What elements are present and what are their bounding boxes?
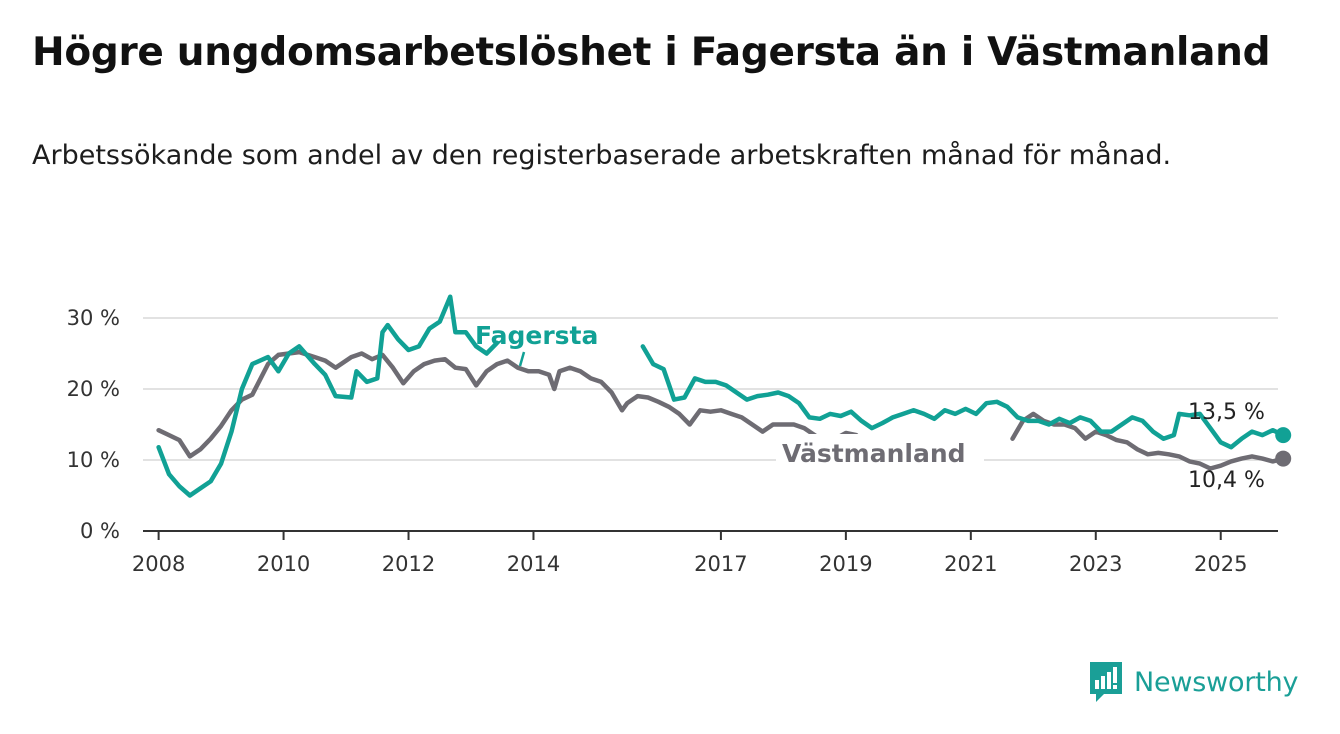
series-label-vastmanland-background: [776, 434, 984, 470]
y-axis-tick-labels: 0 % 10 % 20 % 30 %: [67, 306, 120, 543]
y-tick-label: 20 %: [67, 377, 120, 401]
y-tick-label: 0 %: [80, 519, 120, 543]
y-tick-label: 30 %: [67, 306, 120, 330]
y-tick-label: 10 %: [67, 448, 120, 472]
end-point-västmanland: [1275, 450, 1292, 467]
end-point-fagersta: [1275, 427, 1292, 444]
x-tick-label: 2025: [1194, 552, 1247, 576]
series-line-fagersta: [156, 294, 1286, 498]
x-tick-label: 2023: [1069, 552, 1122, 576]
series-line-västmanland: [156, 349, 1286, 471]
chart-title: Högre ungdomsarbetslöshet i Fagersta än …: [32, 30, 1271, 75]
end-value-label-vastmanland: 10,4 %: [1188, 468, 1265, 493]
x-tick-label: 2017: [694, 552, 747, 576]
series-lines: [156, 294, 1292, 498]
series-label-fagersta-pointer: [518, 351, 526, 367]
x-tick-label: 2021: [944, 552, 997, 576]
gridlines: [143, 317, 1278, 461]
x-tick-label: 2008: [132, 552, 185, 576]
x-tick-label: 2010: [257, 552, 310, 576]
newsworthy-logo: Newsworthy: [1088, 660, 1299, 704]
end-value-label-fagersta: 13,5 %: [1188, 400, 1265, 425]
chart-subtitle: Arbetssökande som andel av den registerb…: [32, 140, 1172, 171]
series-label-vastmanland: Västmanland: [782, 439, 966, 468]
x-axis: 2008 2010 2012 2014 2017 2019 2021 2023 2025: [132, 530, 1278, 576]
x-tick-label: 2012: [382, 552, 435, 576]
brand-name: Newsworthy: [1134, 666, 1299, 698]
x-tick-label: 2019: [819, 552, 872, 576]
x-tick-label: 2014: [507, 552, 560, 576]
series-labels: Fagersta Västmanland 13,5 % 10,4 %: [475, 321, 1265, 493]
newsworthy-icon: [1090, 662, 1122, 702]
series-label-fagersta: Fagersta: [475, 321, 598, 350]
